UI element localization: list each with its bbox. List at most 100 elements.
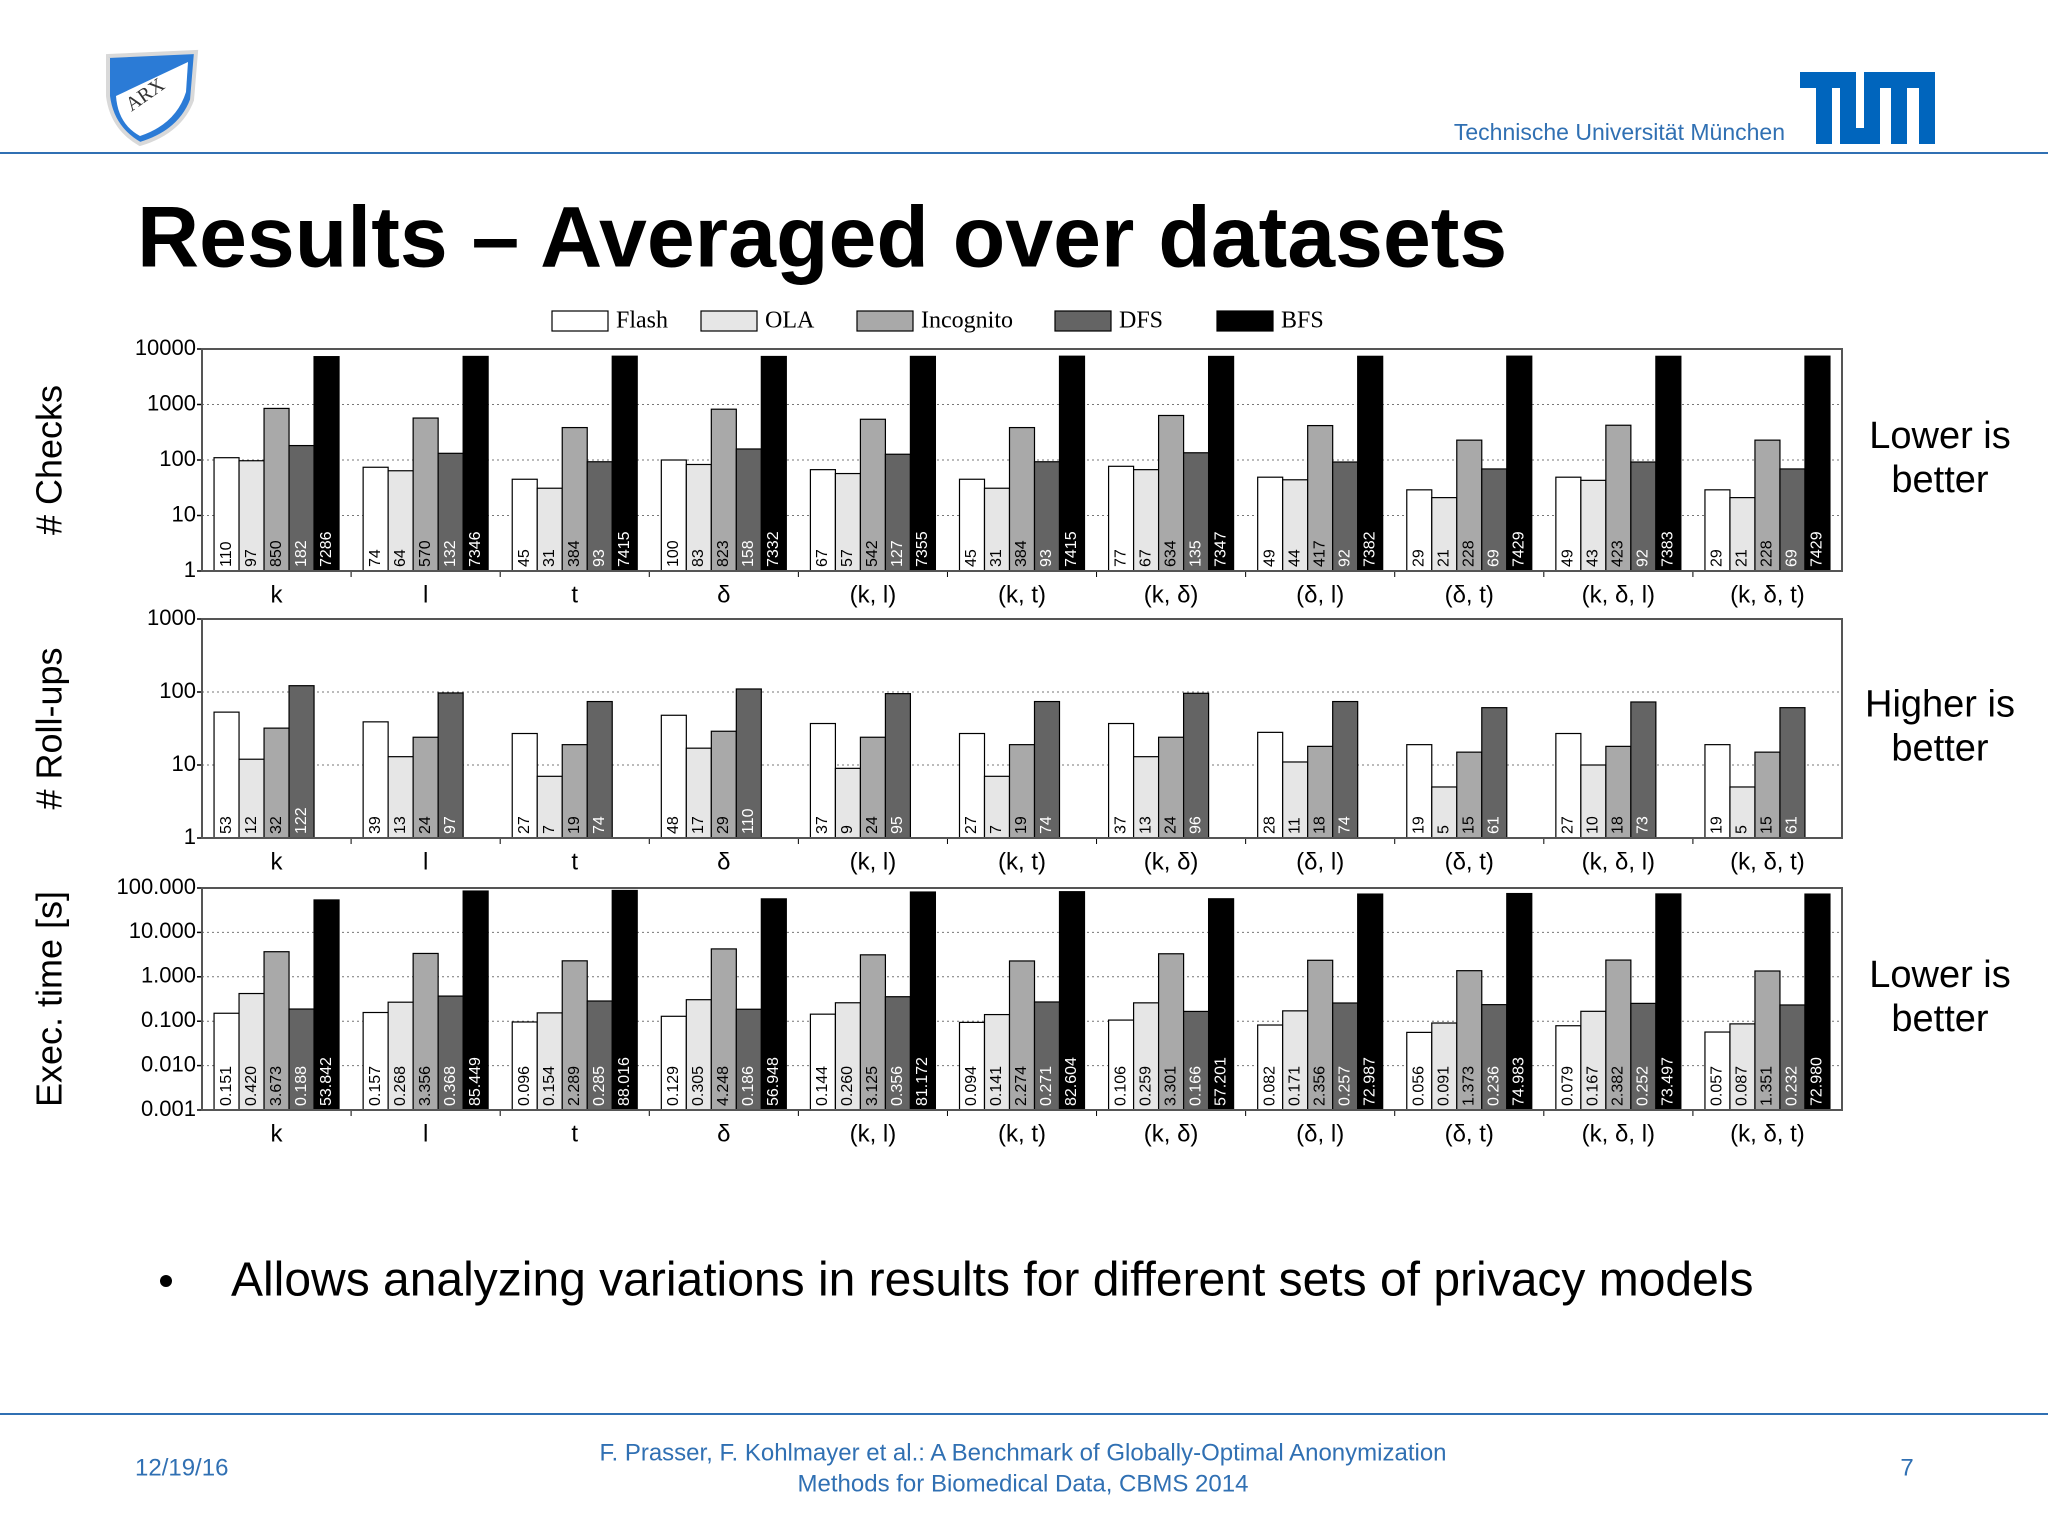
value-label: 29: [1410, 549, 1427, 567]
value-label: 7355: [914, 531, 931, 567]
bar: [362, 466, 389, 572]
value-label: 85.449: [467, 1057, 484, 1106]
value-label: 19: [1709, 816, 1726, 834]
bar: [1357, 893, 1384, 1111]
value-label: 228: [1759, 540, 1776, 567]
y-tick-label: 100.000: [116, 874, 196, 899]
value-label: 1: [1510, 825, 1527, 834]
value-label: 1: [616, 825, 633, 834]
legend-swatch: [700, 310, 758, 332]
y-tick-label: 0.001: [141, 1096, 196, 1121]
value-label: 0.356: [889, 1066, 906, 1106]
value-label: 3.125: [864, 1066, 881, 1106]
annotation: better: [1891, 998, 1989, 1040]
value-label: 61: [1485, 816, 1502, 834]
x-tick-label: δ: [717, 1120, 730, 1147]
value-label: 542: [864, 540, 881, 567]
value-label: 0.271: [1038, 1066, 1055, 1106]
bar: [511, 732, 538, 839]
value-label: 7429: [1809, 531, 1826, 567]
bar: [1754, 439, 1781, 572]
value-label: 7346: [467, 531, 484, 567]
bar: [1058, 891, 1086, 1111]
y-tick-label: 1.000: [141, 963, 196, 988]
annotation: Higher is: [1865, 684, 2015, 726]
footer-citation: Methods for Biomedical Data, CBMS 2014: [798, 1470, 1249, 1497]
value-label: 53.842: [318, 1057, 335, 1106]
bar: [760, 898, 787, 1111]
value-label: 67: [1137, 549, 1154, 567]
bar: [1058, 355, 1086, 572]
y-tick-label: 10: [172, 501, 196, 526]
legend-swatch: [1216, 310, 1274, 332]
legend-swatch: [1054, 310, 1112, 332]
value-label: 0.141: [988, 1066, 1005, 1106]
value-label: 27: [1560, 816, 1577, 834]
bar: [1282, 761, 1309, 839]
y-tick-label: 10000: [135, 335, 196, 360]
bar: [1804, 893, 1831, 1111]
x-tick-label: (k, δ): [1144, 581, 1199, 608]
x-tick-label: (k, l): [850, 581, 897, 608]
value-label: 74: [1038, 816, 1055, 834]
value-label: 39: [367, 816, 384, 834]
bar: [1282, 1010, 1309, 1111]
bar: [983, 1013, 1011, 1111]
value-label: 634: [1162, 540, 1179, 567]
slide-title: Results – Averaged over datasets: [137, 190, 1507, 286]
bar: [288, 1008, 315, 1111]
x-tick-label: δ: [717, 581, 730, 608]
plot-frame: [201, 887, 1843, 1111]
value-label: 21: [1435, 549, 1452, 567]
value-label: 850: [268, 540, 285, 567]
legend-label: BFS: [1281, 308, 1324, 334]
bar: [1655, 355, 1682, 572]
bar: [1207, 355, 1235, 572]
value-label: 0.268: [392, 1066, 409, 1106]
value-label: 73: [1635, 816, 1652, 834]
y-axis-title: # Checks: [29, 385, 70, 535]
value-label: 29: [1709, 549, 1726, 567]
value-label: 49: [1560, 549, 1577, 567]
bar: [710, 730, 737, 839]
bar: [1107, 465, 1135, 572]
value-label: 2.382: [1610, 1066, 1627, 1106]
value-label: 2.289: [566, 1066, 583, 1106]
value-label: 0.082: [1261, 1066, 1278, 1106]
value-label: 19: [1410, 816, 1427, 834]
legend-label: DFS: [1119, 308, 1163, 334]
value-label: 48: [665, 816, 682, 834]
x-tick-label: δ: [717, 848, 730, 875]
logo-part: [1891, 72, 1907, 144]
value-label: 0.252: [1635, 1066, 1652, 1106]
plot-frame: [201, 618, 1843, 839]
x-tick-label: k: [271, 848, 284, 875]
value-label: 1: [765, 825, 782, 834]
bar: [809, 722, 837, 839]
bar: [412, 952, 439, 1111]
value-label: 7415: [1063, 531, 1080, 567]
bar: [387, 470, 414, 572]
value-label: 110: [218, 541, 235, 567]
value-label: 13: [1137, 816, 1154, 834]
bar: [1207, 898, 1235, 1111]
bar: [1282, 479, 1309, 572]
bar: [710, 408, 737, 572]
x-tick-label: k: [271, 581, 284, 608]
y-tick-label: 1: [184, 824, 196, 849]
value-label: 5: [1734, 825, 1751, 834]
bar: [1406, 489, 1433, 572]
value-label: 2.274: [1013, 1066, 1030, 1106]
bar: [561, 960, 588, 1111]
value-label: 67: [814, 549, 831, 567]
bar: [1431, 786, 1458, 839]
value-label: 122: [293, 807, 310, 834]
y-tick-label: 0.010: [141, 1051, 196, 1076]
value-label: 97: [243, 549, 260, 567]
bar: [1157, 736, 1185, 839]
bullet-dot: [160, 1275, 172, 1287]
value-label: 182: [293, 540, 310, 567]
x-tick-label: (k, l): [850, 848, 897, 875]
bar: [561, 426, 588, 572]
bar: [1456, 970, 1483, 1111]
